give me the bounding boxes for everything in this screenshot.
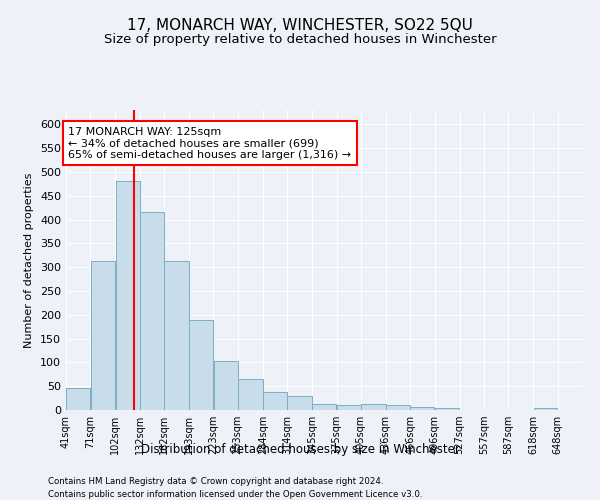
Text: Contains HM Land Registry data © Crown copyright and database right 2024.: Contains HM Land Registry data © Crown c… xyxy=(48,478,383,486)
Bar xyxy=(116,182,140,410)
Bar xyxy=(287,396,312,410)
Text: Distribution of detached houses by size in Winchester: Distribution of detached houses by size … xyxy=(140,442,460,456)
Bar xyxy=(140,212,164,410)
Bar xyxy=(190,320,213,410)
Bar xyxy=(164,261,189,410)
Bar xyxy=(533,408,557,410)
Bar xyxy=(361,404,386,410)
Bar xyxy=(435,408,460,410)
Text: Contains public sector information licensed under the Open Government Licence v3: Contains public sector information licen… xyxy=(48,490,422,499)
Bar xyxy=(91,261,115,410)
Bar xyxy=(263,392,287,410)
Bar xyxy=(214,361,238,410)
Text: 17, MONARCH WAY, WINCHESTER, SO22 5QU: 17, MONARCH WAY, WINCHESTER, SO22 5QU xyxy=(127,18,473,32)
Y-axis label: Number of detached properties: Number of detached properties xyxy=(25,172,34,348)
Text: Size of property relative to detached houses in Winchester: Size of property relative to detached ho… xyxy=(104,32,496,46)
Bar xyxy=(313,404,337,410)
Bar xyxy=(66,388,90,410)
Bar xyxy=(410,406,434,410)
Bar xyxy=(238,379,263,410)
Text: 17 MONARCH WAY: 125sqm
← 34% of detached houses are smaller (699)
65% of semi-de: 17 MONARCH WAY: 125sqm ← 34% of detached… xyxy=(68,126,352,160)
Bar xyxy=(386,405,410,410)
Bar xyxy=(337,405,361,410)
